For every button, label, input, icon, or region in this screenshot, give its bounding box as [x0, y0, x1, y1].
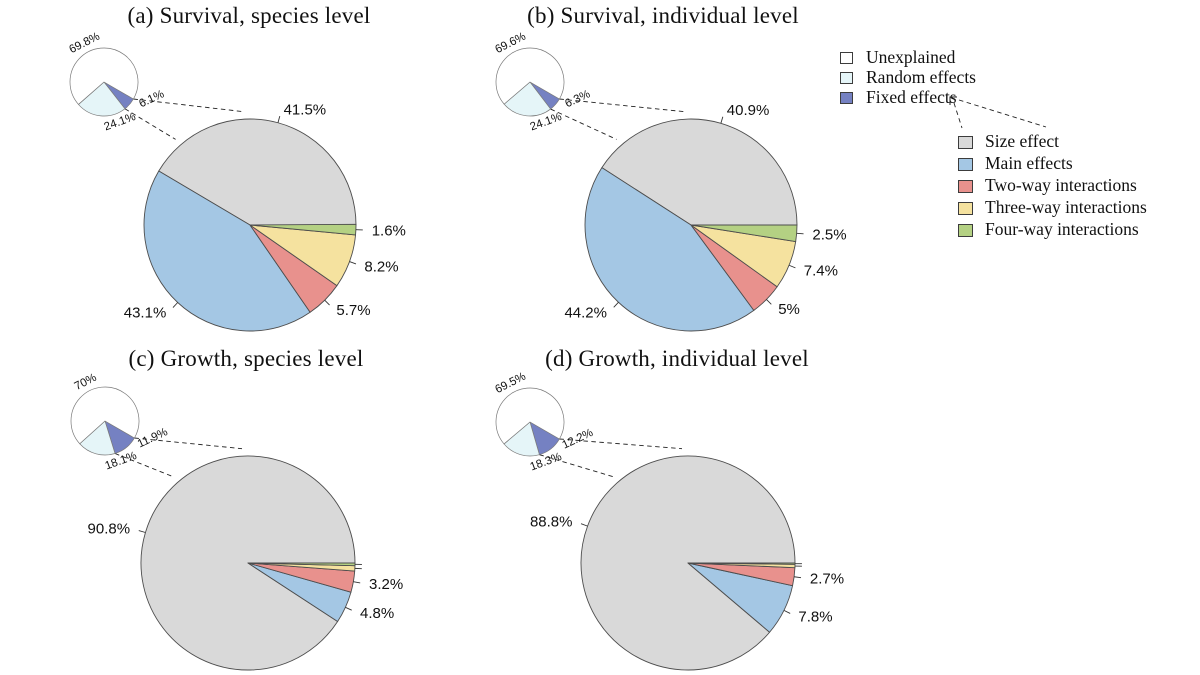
swatch-two-way	[958, 179, 973, 193]
panel-b-main-slice-main-effects	[584, 167, 755, 332]
legend-label-four-way: Four-way interactions	[985, 219, 1139, 240]
panel-c-inset-label-2: 11.9%	[136, 426, 170, 450]
panel-b-inset-slice-unexplained	[495, 47, 565, 105]
panel-a-main-slice-main-effects	[143, 170, 311, 332]
panel-b-title: (b) Survival, individual level	[527, 3, 799, 28]
panel-c-main-label-1: 4.8%	[360, 605, 394, 622]
swatch-unexplained	[840, 52, 853, 64]
panel-b-main-label-0: 40.9%	[727, 102, 770, 119]
panel-a-zoom-line-lower	[124, 108, 176, 140]
panel-a-main-label-2: 5.7%	[336, 302, 370, 319]
panel-c-label-tick-2	[353, 581, 361, 584]
panel-b-main-label-4: 2.5%	[812, 226, 846, 243]
panel-a-label-tick-1	[172, 302, 179, 308]
legend-row-random-effects: Random effects	[840, 68, 976, 88]
legend-row-fixed-effects: Fixed effects	[840, 88, 976, 108]
main-pie-legend: Size effect Main effects Two-way interac…	[958, 131, 1147, 241]
panel-c-inset-slice-unexplained	[70, 386, 140, 445]
swatch-three-way	[958, 201, 973, 215]
legend-label-three-way: Three-way interactions	[985, 197, 1147, 218]
panel-a-main-label-1: 43.1%	[124, 305, 167, 322]
legend-connector-elbow	[949, 96, 957, 105]
panel-a-title: (a) Survival, species level	[127, 3, 371, 28]
panel-b-label-tick-4	[796, 232, 804, 235]
panel-d-main-label-1: 7.8%	[798, 609, 832, 626]
legend-row-main-effects: Main effects	[958, 153, 1147, 175]
panel-b-zoom-line-upper	[559, 98, 686, 113]
panel-d-inset-slice-unexplained	[495, 387, 565, 445]
panel-b-zoom-line-lower	[550, 108, 617, 140]
panel-c-title: (c) Growth, species level	[128, 346, 364, 371]
legend-label-unexplained: Unexplained	[866, 47, 956, 68]
panel-d-inset-slice-random-effects	[503, 421, 540, 457]
legend-label-main-effects: Main effects	[985, 153, 1073, 174]
panel-c-label-tick-1	[345, 606, 352, 611]
panel-d-label-tick-1	[783, 609, 791, 614]
panel-b-label-tick-1	[613, 301, 619, 308]
swatch-fixed-effects	[840, 92, 853, 104]
panel-a-main-slice-size-effect	[158, 118, 357, 226]
panel-d-label-tick-0	[580, 523, 588, 527]
swatch-four-way	[958, 223, 973, 237]
panel-b-inset-slice-random-effects	[503, 81, 551, 117]
panel-a-inset-slice-unexplained	[69, 47, 139, 105]
panel-d-main-slice-four-way-interactions	[687, 562, 796, 565]
panel-b-main-label-2: 5%	[778, 301, 800, 318]
panel-b-label-tick-3	[788, 264, 796, 269]
legend-label-fixed-effects: Fixed effects	[866, 87, 957, 108]
legend-connector-line-left	[953, 102, 963, 129]
panel-a-main-label-0: 41.5%	[284, 102, 327, 119]
panel-a-inset-label-2: 6.1%	[137, 88, 166, 110]
panel-d-zoom-line-upper	[559, 438, 683, 450]
panel-b-inset-label-2: 6.3%	[563, 88, 592, 110]
panel-a-zoom-line-upper	[133, 98, 245, 113]
legend-row-two-way: Two-way interactions	[958, 175, 1147, 197]
legend-connector-line-right	[958, 99, 1047, 128]
panel-a-main-label-3: 8.2%	[364, 258, 398, 275]
legend-label-random-effects: Random effects	[866, 67, 976, 88]
panel-a-main-label-4: 1.6%	[372, 222, 406, 239]
panel-a-label-tick-0	[277, 115, 281, 123]
panel-d-main-label-0: 88.8%	[530, 513, 573, 530]
inset-pie-legend: Unexplained Random effects Fixed effects	[840, 48, 976, 108]
panel-a-label-tick-2	[324, 299, 330, 306]
panel-a-inset-slice-random-effects	[78, 81, 126, 117]
panel-b-main-label-1: 44.2%	[564, 304, 607, 321]
legend-row-unexplained: Unexplained	[840, 48, 976, 68]
panel-b-label-tick-2	[766, 299, 772, 305]
panel-b-label-tick-0	[720, 116, 724, 124]
panel-d-title: (d) Growth, individual level	[545, 346, 809, 371]
panel-c-zoom-line-lower	[114, 453, 174, 478]
legend-row-four-way: Four-way interactions	[958, 219, 1147, 241]
panel-d-label-tick-2	[794, 576, 802, 579]
swatch-random-effects	[840, 72, 853, 84]
panel-c-label-tick-0	[138, 530, 146, 533]
panel-c-zoom-line-upper	[134, 437, 243, 450]
swatch-size-effect	[958, 135, 973, 149]
panel-d-main-label-2: 2.7%	[810, 571, 844, 588]
legend-row-three-way: Three-way interactions	[958, 197, 1147, 219]
swatch-main-effects	[958, 157, 973, 171]
legend-row-size-effect: Size effect	[958, 131, 1147, 153]
panel-c-main-label-2: 3.2%	[369, 576, 403, 593]
legend-label-two-way: Two-way interactions	[985, 175, 1137, 196]
panel-a-label-tick-3	[349, 261, 357, 265]
panel-b-main-label-3: 7.4%	[804, 263, 838, 280]
panel-d-inset-label-2: 12.2%	[560, 427, 595, 452]
panel-b-main-slice-four-way-interactions	[690, 224, 798, 243]
legend-label-size-effect: Size effect	[985, 131, 1060, 152]
panel-c-main-label-0: 90.8%	[88, 521, 131, 538]
